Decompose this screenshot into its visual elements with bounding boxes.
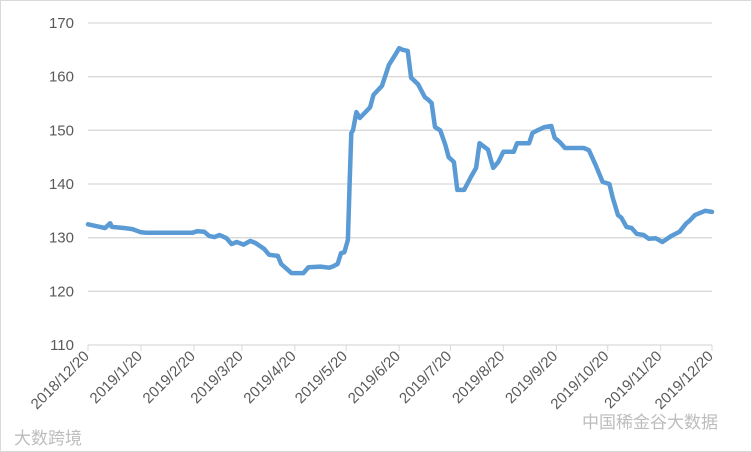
watermark-right: 中国稀金谷大数据: [582, 413, 718, 433]
y-tick-label: 130: [49, 230, 74, 247]
x-tick-label: 2019/1/20: [87, 348, 146, 407]
x-tick-label: 2019/4/20: [240, 348, 299, 407]
y-tick-label: 170: [49, 15, 74, 32]
x-tick-label: 2018/12/20: [28, 348, 93, 413]
x-tick-label: 2019/8/20: [449, 348, 508, 407]
x-tick-label: 2019/5/20: [292, 348, 351, 407]
y-tick-label: 160: [49, 69, 74, 86]
x-tick-label: 2019/3/20: [187, 348, 246, 407]
y-tick-label: 110: [50, 337, 74, 354]
x-tick-label: 2019/7/20: [396, 348, 455, 407]
y-tick-label: 150: [49, 122, 74, 139]
watermark-left: 大数跨境: [14, 429, 82, 449]
series-line: [85, 45, 715, 276]
y-tick-label: 120: [49, 283, 74, 300]
y-tick-label: 140: [49, 176, 74, 193]
x-tick-label: 2019/6/20: [345, 348, 404, 407]
